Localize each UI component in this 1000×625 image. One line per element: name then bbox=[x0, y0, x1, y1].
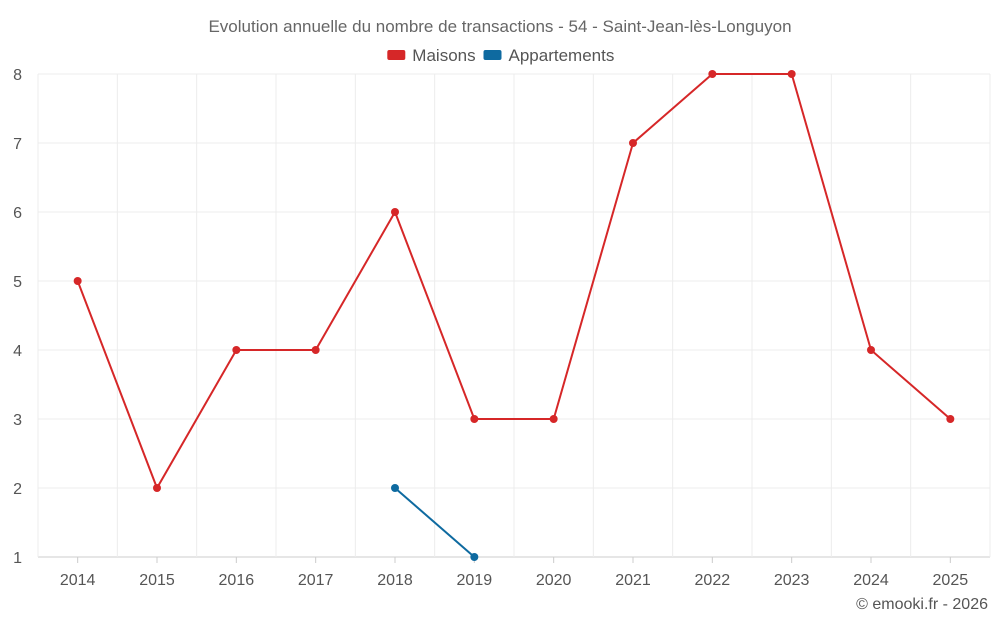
x-tick-label: 2024 bbox=[853, 572, 889, 589]
x-tick-label: 2021 bbox=[615, 572, 651, 589]
data-point-appartements bbox=[391, 484, 399, 492]
legend-label: Maisons bbox=[412, 46, 475, 65]
data-point-maisons bbox=[232, 346, 241, 354]
y-axis: 1 2 3 4 5 6 7 8 bbox=[13, 67, 22, 567]
y-tick-label: 2 bbox=[13, 481, 22, 498]
y-tick-label: 5 bbox=[13, 274, 22, 291]
y-tick-label: 1 bbox=[13, 550, 22, 567]
y-tick-label: 3 bbox=[13, 412, 22, 429]
x-tick-label: 2017 bbox=[298, 572, 334, 589]
credit-text: © emooki.fr - 2026 bbox=[856, 596, 988, 613]
y-tick-label: 4 bbox=[13, 343, 22, 360]
data-point-maisons bbox=[629, 139, 637, 147]
legend-item-appartements[interactable]: Appartements bbox=[483, 46, 615, 65]
data-point-maisons bbox=[73, 277, 82, 285]
x-tick-label: 2025 bbox=[933, 572, 969, 589]
x-tick-label: 2022 bbox=[695, 572, 731, 589]
x-axis: 2014 2015 2016 2017 2018 2019 2020 2021 2022 2023… bbox=[60, 557, 968, 589]
x-tick-label: 2016 bbox=[219, 572, 255, 589]
data-point-maisons bbox=[708, 70, 717, 78]
legend-swatch bbox=[387, 50, 406, 60]
data-point-maisons bbox=[153, 484, 161, 492]
data-point-appartements bbox=[470, 553, 479, 561]
x-tick-label: 2019 bbox=[457, 572, 493, 589]
series-line-maisons bbox=[76, 73, 951, 491]
y-tick-label: 8 bbox=[13, 67, 22, 84]
x-tick-label: 2018 bbox=[377, 572, 413, 589]
chart-legend: Maisons Appartements bbox=[387, 46, 614, 65]
y-tick-label: 6 bbox=[13, 205, 22, 222]
series-line-appartements bbox=[394, 487, 475, 558]
x-tick-label: 2023 bbox=[774, 572, 810, 589]
data-point-maisons bbox=[311, 346, 320, 354]
data-point-maisons bbox=[549, 415, 558, 423]
legend-label: Appartements bbox=[509, 46, 615, 65]
data-point-maisons bbox=[470, 415, 479, 423]
x-tick-label: 2015 bbox=[139, 572, 175, 589]
data-point-maisons bbox=[391, 208, 399, 216]
chart-grid bbox=[37, 73, 991, 558]
x-tick-label: 2014 bbox=[60, 572, 96, 589]
chart-title: Evolution annuelle du nombre de transact… bbox=[208, 17, 791, 36]
x-tick-label: 2020 bbox=[536, 572, 572, 589]
data-point-maisons bbox=[946, 415, 955, 423]
y-tick-label: 7 bbox=[13, 136, 22, 153]
legend-item-maisons[interactable]: Maisons bbox=[387, 46, 476, 65]
data-point-maisons bbox=[787, 70, 796, 78]
chart-series bbox=[73, 70, 955, 561]
legend-swatch bbox=[483, 50, 502, 60]
data-point-maisons bbox=[867, 346, 875, 354]
